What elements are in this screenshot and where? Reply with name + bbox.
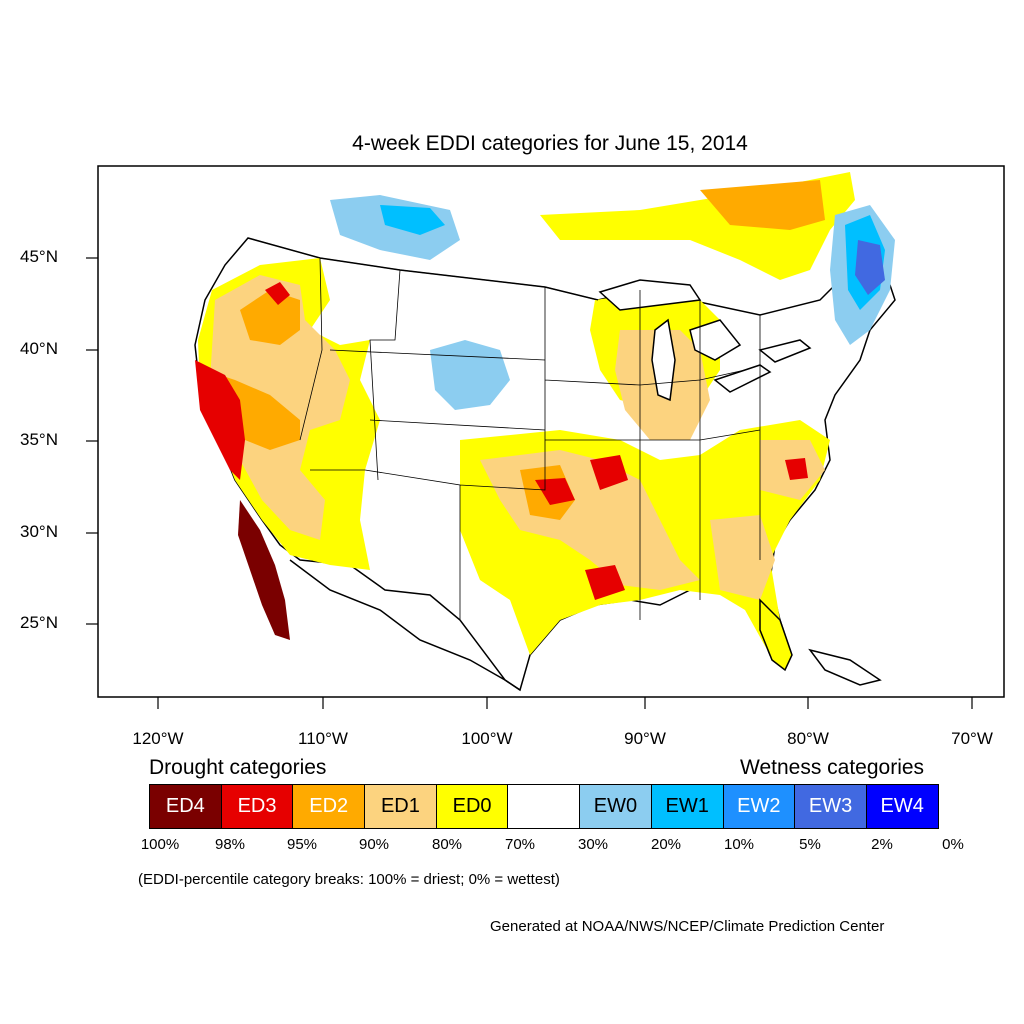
ed3-la (585, 565, 625, 600)
legend-box-ew1: EW1 (650, 784, 724, 829)
axis-ticks (86, 257, 973, 709)
map-title: 4-week EDDI categories for June 15, 2014 (352, 132, 748, 155)
pct-label: 70% (504, 836, 536, 853)
pct-label: 100% (140, 836, 180, 853)
lat-label-25: 25°N (20, 613, 58, 632)
ed1-southeast (710, 515, 775, 600)
mexico-coast (289, 559, 521, 691)
lat-label-30: 30°N (20, 522, 58, 541)
lon-label-110: 110°W (298, 729, 348, 748)
pct-label: 20% (650, 836, 682, 853)
pct-label: 98% (214, 836, 246, 853)
wetness-heading: Wetness categories (740, 756, 925, 779)
state-lines (299, 257, 761, 620)
legend-box-ed2: ED2 (292, 784, 366, 829)
pct-label: 30% (577, 836, 609, 853)
ew3-maine (855, 240, 885, 295)
lon-label-90: 90°W (624, 729, 666, 748)
credit-line: Generated at NOAA/NWS/NCEP/Climate Predi… (490, 918, 885, 935)
legend-box-normal (507, 784, 581, 829)
legend-box-ew2: EW2 (722, 784, 796, 829)
legend-box-ew0: EW0 (579, 784, 652, 829)
cuba (808, 648, 882, 686)
ed3-id (265, 282, 290, 305)
lon-label-120: 120°W (132, 729, 184, 748)
legend-box-ed1: ED1 (364, 784, 437, 829)
drought-heading: Drought categories (149, 756, 327, 779)
ed2-nw (240, 290, 300, 345)
pct-label: 10% (723, 836, 755, 853)
ed3-mo (590, 455, 628, 490)
ed4-ca (238, 500, 290, 640)
legend-box-ew4: EW4 (865, 784, 939, 829)
legend-box-ed0: ED0 (435, 784, 509, 829)
ew1-canada-west (380, 205, 445, 235)
pct-label: 90% (358, 836, 390, 853)
lon-label-70: 70°W (951, 729, 993, 748)
pct-label: 80% (431, 836, 463, 853)
pct-label: 2% (871, 836, 893, 853)
legend-box-ed4: ED4 (149, 784, 222, 829)
ed3-ca (195, 360, 245, 480)
lon-label-80: 80°W (787, 729, 829, 748)
pct-label: 95% (286, 836, 318, 853)
map-frame (97, 165, 1005, 698)
legend-box-ew3: EW3 (794, 784, 867, 829)
pct-label: 5% (799, 836, 821, 853)
lat-label-35: 35°N (20, 430, 58, 449)
pct-label: 0% (942, 836, 964, 853)
ed2-quebec (700, 180, 825, 230)
lat-label-45: 45°N (20, 247, 58, 266)
category-legend: ED4 ED3 ED2 ED1 ED0 EW0 EW1 EW2 EW3 EW4 (149, 784, 939, 829)
florida (759, 598, 793, 672)
lat-label-40: 40°N (20, 339, 58, 358)
legend-box-ed3: ED3 (220, 784, 294, 829)
lon-label-100: 100°W (461, 729, 513, 748)
category-note: (EDDI-percentile category breaks: 100% =… (138, 871, 560, 888)
ed3-nc (785, 458, 808, 480)
